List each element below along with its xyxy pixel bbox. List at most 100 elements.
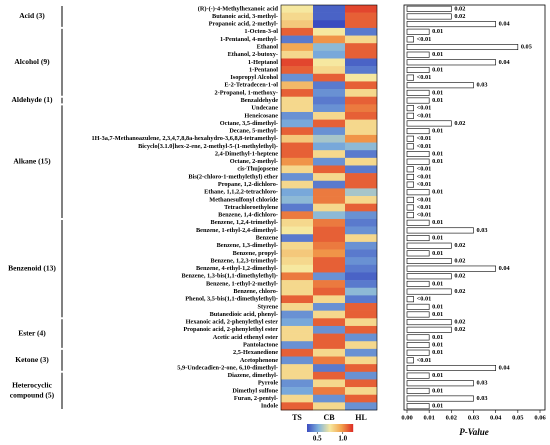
value-label: 0.01 <box>432 303 443 310</box>
colorbar-segment <box>340 424 342 432</box>
x-tick-label: 0.04 <box>490 414 502 421</box>
heatmap-cell <box>281 127 313 136</box>
colorbar-segment <box>352 424 354 432</box>
heatmap-cell <box>345 226 377 235</box>
column-label: TS <box>292 413 302 422</box>
bar <box>406 288 452 295</box>
row-label: 1-Pentanol, 4-methyl- <box>220 36 278 43</box>
colorbar-segment <box>308 424 310 432</box>
column-label: HL <box>355 413 367 422</box>
row-label: Benzene <box>256 235 279 242</box>
bar <box>406 227 474 234</box>
bar <box>406 28 430 35</box>
bar <box>406 326 452 333</box>
heatmap-cell <box>313 142 345 151</box>
x-tick-label: 0.05 <box>512 414 524 421</box>
row-label: Hexanoic acid, 2-phenylethyl ester <box>186 319 279 326</box>
heatmap-cell <box>281 165 313 174</box>
colorbar-segment <box>343 424 345 432</box>
row-label: Benzene, 1-ethyl-2-methyl- <box>206 280 278 287</box>
heatmap-cell <box>345 73 377 82</box>
row-label: Benzaldehyde <box>241 97 279 104</box>
heatmap-cell <box>281 333 313 342</box>
heatmap-cell <box>345 387 377 396</box>
bar <box>406 89 430 96</box>
heatmap-cell <box>345 27 377 36</box>
heatmap-cell <box>281 287 313 296</box>
row-label: Benzene, 1,2,4-trimethyl- <box>211 219 279 226</box>
bar <box>406 296 414 303</box>
colorbar-segment <box>325 424 327 432</box>
heatmap-cell <box>281 371 313 380</box>
heatmap-cell <box>345 50 377 59</box>
heatmap-cell <box>345 111 377 120</box>
row-label: 1-Pentanol <box>249 66 278 73</box>
heatmap-cell <box>313 394 345 403</box>
heatmap-cell <box>313 218 345 227</box>
row-label: Propanoic acid, 2-phenylethyl ester <box>183 326 278 333</box>
value-label: 0.01 <box>432 89 443 96</box>
value-label: <0.01 <box>417 112 432 119</box>
colorbar-tick-label: 0.5 <box>313 435 322 443</box>
row-label: Benzene, 1,2,3-trimethyl- <box>211 257 279 264</box>
heatmap-cell <box>345 364 377 373</box>
x-tick-label: 0.01 <box>423 414 434 421</box>
heatmap-cell <box>345 127 377 136</box>
heatmap-cell <box>313 89 345 97</box>
row-label: 1-Heptanol <box>248 59 278 66</box>
value-label: 0.01 <box>432 219 443 226</box>
row-label: Phenol, 3,5-bis(1,1-dimethylethyl)- <box>185 296 278 303</box>
heatmap-cell <box>313 104 345 113</box>
heatmap-cell <box>281 73 313 82</box>
row-label: 2-Propanol, 1-methoxy- <box>214 89 278 96</box>
row-label: Heneicosane <box>244 112 278 119</box>
heatmap-cell <box>345 318 377 327</box>
heatmap-cell <box>313 241 345 250</box>
x-axis-label: P-Value <box>459 427 489 437</box>
row-label: 5,9-Undecadien-2-one, 6,10-dimethyl- <box>177 364 278 371</box>
heatmap-cell <box>281 234 313 243</box>
heatmap-cell <box>313 310 345 319</box>
row-label: Diazene, dimethyl- <box>228 372 278 379</box>
heatmap-cell <box>313 157 345 166</box>
heatmap-cell <box>345 89 377 97</box>
row-label: Benzene, 1,3-dimethyl- <box>217 242 278 249</box>
bar <box>406 135 414 142</box>
value-label: 0.02 <box>454 273 465 280</box>
value-label: 0.03 <box>477 395 488 402</box>
bar <box>406 36 414 43</box>
bar <box>406 97 430 104</box>
bar <box>406 51 430 58</box>
heatmap-cell <box>345 157 377 166</box>
value-label: 0.02 <box>454 120 465 127</box>
colorbar-segment <box>341 424 343 432</box>
bar <box>406 128 430 135</box>
bar <box>406 59 496 66</box>
colorbar-segment <box>327 424 329 432</box>
group-label: Alcohol (9) <box>14 57 50 66</box>
value-label: 0.01 <box>432 280 443 287</box>
value-label: 0.01 <box>432 158 443 165</box>
colorbar-tick-label: 1.0 <box>338 435 347 443</box>
colorbar-segment <box>351 424 353 432</box>
row-label: Bis(2-chloro-1-methylethyl) ether <box>188 173 278 180</box>
heatmap-cell <box>281 348 313 357</box>
bar <box>406 265 496 272</box>
colorbar-segment <box>344 424 346 432</box>
heatmap-cell <box>281 394 313 403</box>
colorbar-segment <box>322 424 324 432</box>
row-label: Octane, 2-methyl- <box>230 158 278 165</box>
value-label: 0.02 <box>454 242 465 249</box>
heatmap-cell <box>313 264 345 273</box>
colorbar-segment <box>310 424 312 432</box>
heatmap-cell <box>345 356 377 365</box>
value-label: 0.03 <box>477 82 488 89</box>
value-label: 0.04 <box>499 265 511 272</box>
row-label: Benzene, 1,3-bis(1,1-dimethylethyl)- <box>181 273 278 280</box>
heatmap-cell <box>281 379 313 388</box>
heatmap-cell <box>313 50 345 59</box>
colorbar-segment <box>307 424 309 432</box>
heatmap-cell <box>345 5 377 13</box>
value-label: 0.02 <box>454 257 465 264</box>
bar <box>406 357 414 364</box>
